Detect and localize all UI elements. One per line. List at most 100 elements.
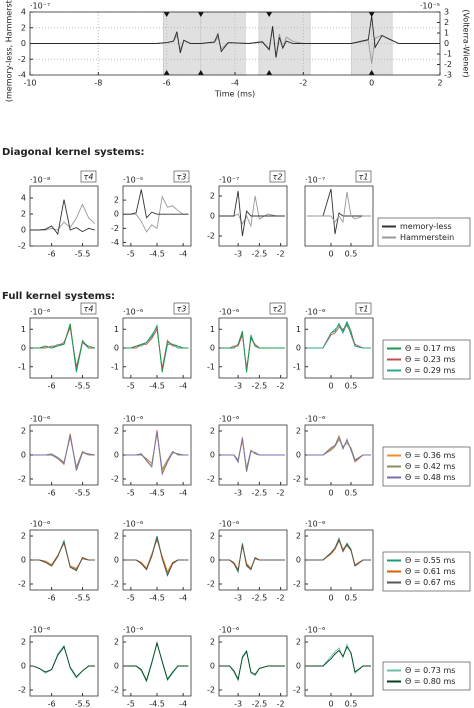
x-tick-label: -4.5	[149, 250, 165, 259]
tau-label: τ1	[359, 305, 369, 314]
x-tick-label: 0.5	[345, 382, 358, 391]
scale-label: ·10⁻⁷	[219, 176, 239, 185]
series-line	[33, 433, 95, 472]
series-line	[125, 189, 189, 219]
y-tick-label: 0	[114, 451, 119, 460]
plot-frame	[29, 635, 99, 697]
y2-tick-label: -3	[444, 71, 452, 80]
x-tick-label: -5.5	[75, 489, 91, 498]
y-tick-label: -2	[111, 475, 119, 484]
x-tick-label: 0.5	[345, 700, 358, 708]
series-line	[221, 330, 285, 373]
plot-frame	[29, 529, 99, 591]
y-tick-label: -2	[18, 55, 26, 64]
section-title: Diagonal kernel systems:	[2, 147, 145, 158]
series-line	[307, 324, 371, 349]
x-tick-label: -3	[234, 700, 242, 708]
x-tick-label: -3	[234, 594, 242, 603]
series-line	[33, 539, 95, 571]
series-line	[221, 543, 285, 574]
plot-frame	[218, 635, 288, 697]
plot-frame	[218, 529, 288, 591]
series-line	[307, 537, 371, 567]
x-tick-label: 0	[328, 489, 333, 498]
y-tick-label: 2	[210, 427, 215, 436]
legend-label: Θ = 0.42 ms	[405, 462, 455, 471]
x-tick-label: 0	[328, 382, 333, 391]
y-tick-label: -2	[111, 686, 119, 695]
y-tick-label: 0	[296, 556, 301, 565]
y-tick-label: 0	[114, 210, 119, 219]
series-line	[125, 537, 189, 577]
scale-label: ·10⁻⁷	[305, 176, 325, 185]
legend-label: Θ = 0.67 ms	[405, 578, 455, 587]
y-tick-label: 2	[114, 427, 119, 436]
x-tick-label: -3	[234, 382, 242, 391]
y-tick-label: 0	[210, 662, 215, 671]
plot-frame	[122, 424, 192, 486]
series-line	[125, 433, 189, 471]
plot-frame	[304, 635, 374, 697]
y-tick-label: -2	[207, 580, 215, 589]
y-tick-label: 1	[114, 325, 119, 334]
plot-frame	[29, 185, 99, 247]
x-tick-label: -5.5	[75, 382, 91, 391]
y-axis-label: (memory-less, Hammerstein)	[5, 0, 14, 102]
section-title: Full kernel systems:	[2, 291, 115, 302]
y-tick-label: 0	[114, 662, 119, 671]
x-tick-label: -6	[48, 382, 56, 391]
y-tick-label: 2	[296, 638, 301, 647]
x-tick-label: -4	[179, 489, 187, 498]
event-marker	[368, 12, 375, 17]
x-tick-label: -5.5	[75, 250, 91, 259]
tau-label: τ2	[273, 305, 283, 314]
series-line	[33, 203, 96, 231]
y-tick-label: 2	[296, 427, 301, 436]
tau-box	[173, 170, 190, 183]
y-tick-label: 1	[210, 325, 215, 334]
series-line	[221, 544, 285, 573]
y-tick-label: -4	[111, 238, 119, 247]
y-tick-label: -2	[207, 232, 215, 241]
tau-label: τ3	[177, 305, 187, 314]
plot-frame	[304, 529, 374, 591]
y-tick-label: -4	[18, 71, 26, 80]
legend-box	[382, 661, 471, 691]
plot-frame	[29, 317, 99, 379]
x-tick-label: -5.5	[75, 700, 91, 708]
legend-label: Θ = 0.48 ms	[405, 473, 455, 482]
series-line	[33, 541, 95, 569]
y-tick-label: 0	[296, 662, 301, 671]
y-tick-label: 0	[21, 226, 26, 235]
plot-frame	[29, 11, 441, 76]
x-tick-label: -5	[127, 594, 135, 603]
x-tick-label: -2	[277, 700, 285, 708]
series-line	[125, 641, 189, 683]
x-tick-label: -4.5	[149, 382, 165, 391]
y-tick-label: -2	[18, 242, 26, 251]
series-line	[307, 538, 371, 567]
tau-label: τ4	[84, 173, 94, 182]
tau-label: τ4	[84, 305, 94, 314]
y-tick-label: 0	[296, 451, 301, 460]
x-tick-label: -6	[48, 250, 56, 259]
series-line	[221, 332, 285, 371]
legend-label: Θ = 0.61 ms	[405, 567, 455, 576]
tau-box	[269, 170, 286, 183]
scale-label: ·10⁻⁶	[219, 308, 239, 317]
x-tick-label: -2.5	[252, 700, 268, 708]
series-line	[32, 644, 95, 679]
y-tick-label: 1	[21, 325, 26, 334]
x-tick-label: -6	[48, 594, 56, 603]
y-tick-label: 2	[114, 638, 119, 647]
scale-label: ·10⁻⁶	[123, 626, 143, 635]
x-tick-label: 0	[328, 700, 333, 708]
y-tick-label: 2	[21, 427, 26, 436]
x-tick-label: 0.5	[345, 489, 358, 498]
y-tick-label: 1	[296, 325, 301, 334]
event-marker	[197, 12, 204, 17]
x-tick-label: -4	[179, 594, 187, 603]
y-tick-label: -1	[207, 362, 215, 371]
x-tick-label: -5	[127, 489, 135, 498]
series-line	[33, 325, 95, 373]
